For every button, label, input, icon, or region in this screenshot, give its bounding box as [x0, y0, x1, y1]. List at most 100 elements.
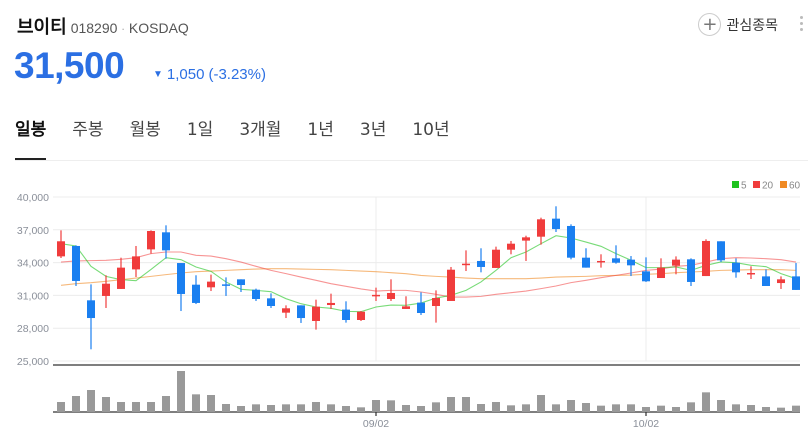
candle-body — [117, 267, 125, 289]
candle-body — [747, 272, 755, 275]
volume-bar — [372, 400, 380, 412]
tab-3month[interactable]: 3개월 — [239, 120, 282, 140]
volume-bar — [402, 405, 410, 412]
watchlist-label: 관심종목 — [726, 17, 778, 34]
market-name: KOSDAQ — [128, 20, 189, 36]
tab-daily[interactable]: 일봉 — [15, 117, 47, 160]
volume-bar — [747, 405, 755, 412]
volume-bar — [177, 371, 185, 412]
volume-bar — [102, 397, 110, 412]
candle-body — [357, 311, 365, 320]
volume-bar — [387, 400, 395, 412]
candle-body — [342, 309, 350, 320]
candle-body — [402, 306, 410, 309]
candle-body — [597, 260, 605, 263]
volume-bar — [672, 407, 680, 412]
candle-body — [522, 237, 530, 241]
candle-body — [57, 241, 65, 257]
tab-monthly[interactable]: 월봉 — [129, 120, 161, 140]
volume-bar — [582, 403, 590, 412]
candle-body — [372, 294, 380, 297]
y-tick-label: 28,000 — [17, 323, 49, 335]
volume-bar — [192, 394, 200, 412]
candle-body — [672, 259, 680, 266]
candle-body — [447, 269, 455, 301]
candle-body — [537, 219, 545, 237]
add-watchlist-button[interactable]: + 관심종목 — [698, 13, 778, 36]
volume-bar — [522, 404, 530, 412]
separator: · — [121, 23, 125, 36]
change-amount: 1,050 — [166, 66, 205, 83]
candle-body — [717, 241, 725, 261]
volume-bar — [207, 395, 215, 412]
volume-bar — [642, 407, 650, 412]
candle-body — [627, 259, 635, 266]
volume-bar — [72, 396, 80, 412]
candle-body — [102, 283, 110, 296]
stock-name: 브이티 — [17, 17, 67, 38]
y-tick-label: 37,000 — [17, 225, 49, 237]
volume-bar — [777, 407, 785, 412]
candle-body — [552, 218, 560, 230]
stock-code: 018290 — [70, 20, 118, 36]
candle-body — [192, 284, 200, 303]
more-menu-icon[interactable] — [800, 16, 804, 31]
candle-body — [237, 279, 245, 286]
legend-label: 20 — [762, 181, 774, 192]
volume-bar — [222, 404, 230, 412]
volume-bar — [612, 404, 620, 412]
tab-3year[interactable]: 3년 — [359, 120, 387, 140]
candle-body — [777, 279, 785, 284]
period-tabs: 일봉 주봉 월봉 1일 3개월 1년 3년 10년 — [15, 117, 476, 160]
tab-10year[interactable]: 10년 — [412, 120, 450, 140]
y-tick-label: 40,000 — [17, 192, 49, 204]
legend-swatch — [780, 181, 787, 188]
y-tick-label: 34,000 — [17, 258, 49, 270]
tab-1day[interactable]: 1일 — [186, 120, 214, 140]
x-tick-label: 09/02 — [363, 418, 389, 430]
volume-bar — [342, 406, 350, 412]
candle-body — [702, 240, 710, 277]
candle-body — [507, 243, 515, 250]
candle-body — [432, 298, 440, 307]
candle-body — [132, 256, 140, 270]
change-percent: (-3.23%) — [208, 66, 266, 83]
candle-body — [327, 302, 335, 306]
candle-body — [207, 281, 215, 288]
candle-body — [582, 257, 590, 268]
candle-body — [567, 225, 575, 258]
candle-body — [252, 289, 260, 300]
tab-1year[interactable]: 1년 — [307, 120, 334, 140]
volume-bar — [297, 404, 305, 412]
volume-bar — [657, 405, 665, 412]
volume-bar — [507, 405, 515, 412]
candle-body — [72, 245, 80, 281]
price-change: ▼ 1,050 (-3.23%) — [153, 66, 266, 83]
candle-body — [387, 292, 395, 300]
volume-bar — [282, 404, 290, 412]
volume-bar — [492, 402, 500, 412]
candle-body — [792, 276, 800, 290]
current-price: 31,500 — [14, 45, 125, 86]
stock-header: 브이티 018290 · KOSDAQ — [17, 13, 189, 39]
volume-bar — [762, 407, 770, 412]
volume-bar — [147, 402, 155, 412]
candle-body — [312, 306, 320, 321]
volume-bar — [357, 407, 365, 412]
candle-body — [417, 302, 425, 314]
volume-bar — [627, 404, 635, 412]
volume-bar — [477, 404, 485, 412]
candle-body — [147, 231, 155, 250]
volume-bar — [462, 397, 470, 412]
volume-bar — [87, 390, 95, 412]
candle-body — [177, 263, 185, 294]
volume-bar — [327, 404, 335, 412]
candle-body — [297, 305, 305, 319]
tab-divider — [15, 160, 808, 161]
legend-swatch — [732, 181, 739, 188]
volume-bar — [417, 406, 425, 412]
candle-body — [477, 260, 485, 267]
tab-weekly[interactable]: 주봉 — [72, 120, 104, 140]
volume-bar — [687, 402, 695, 412]
